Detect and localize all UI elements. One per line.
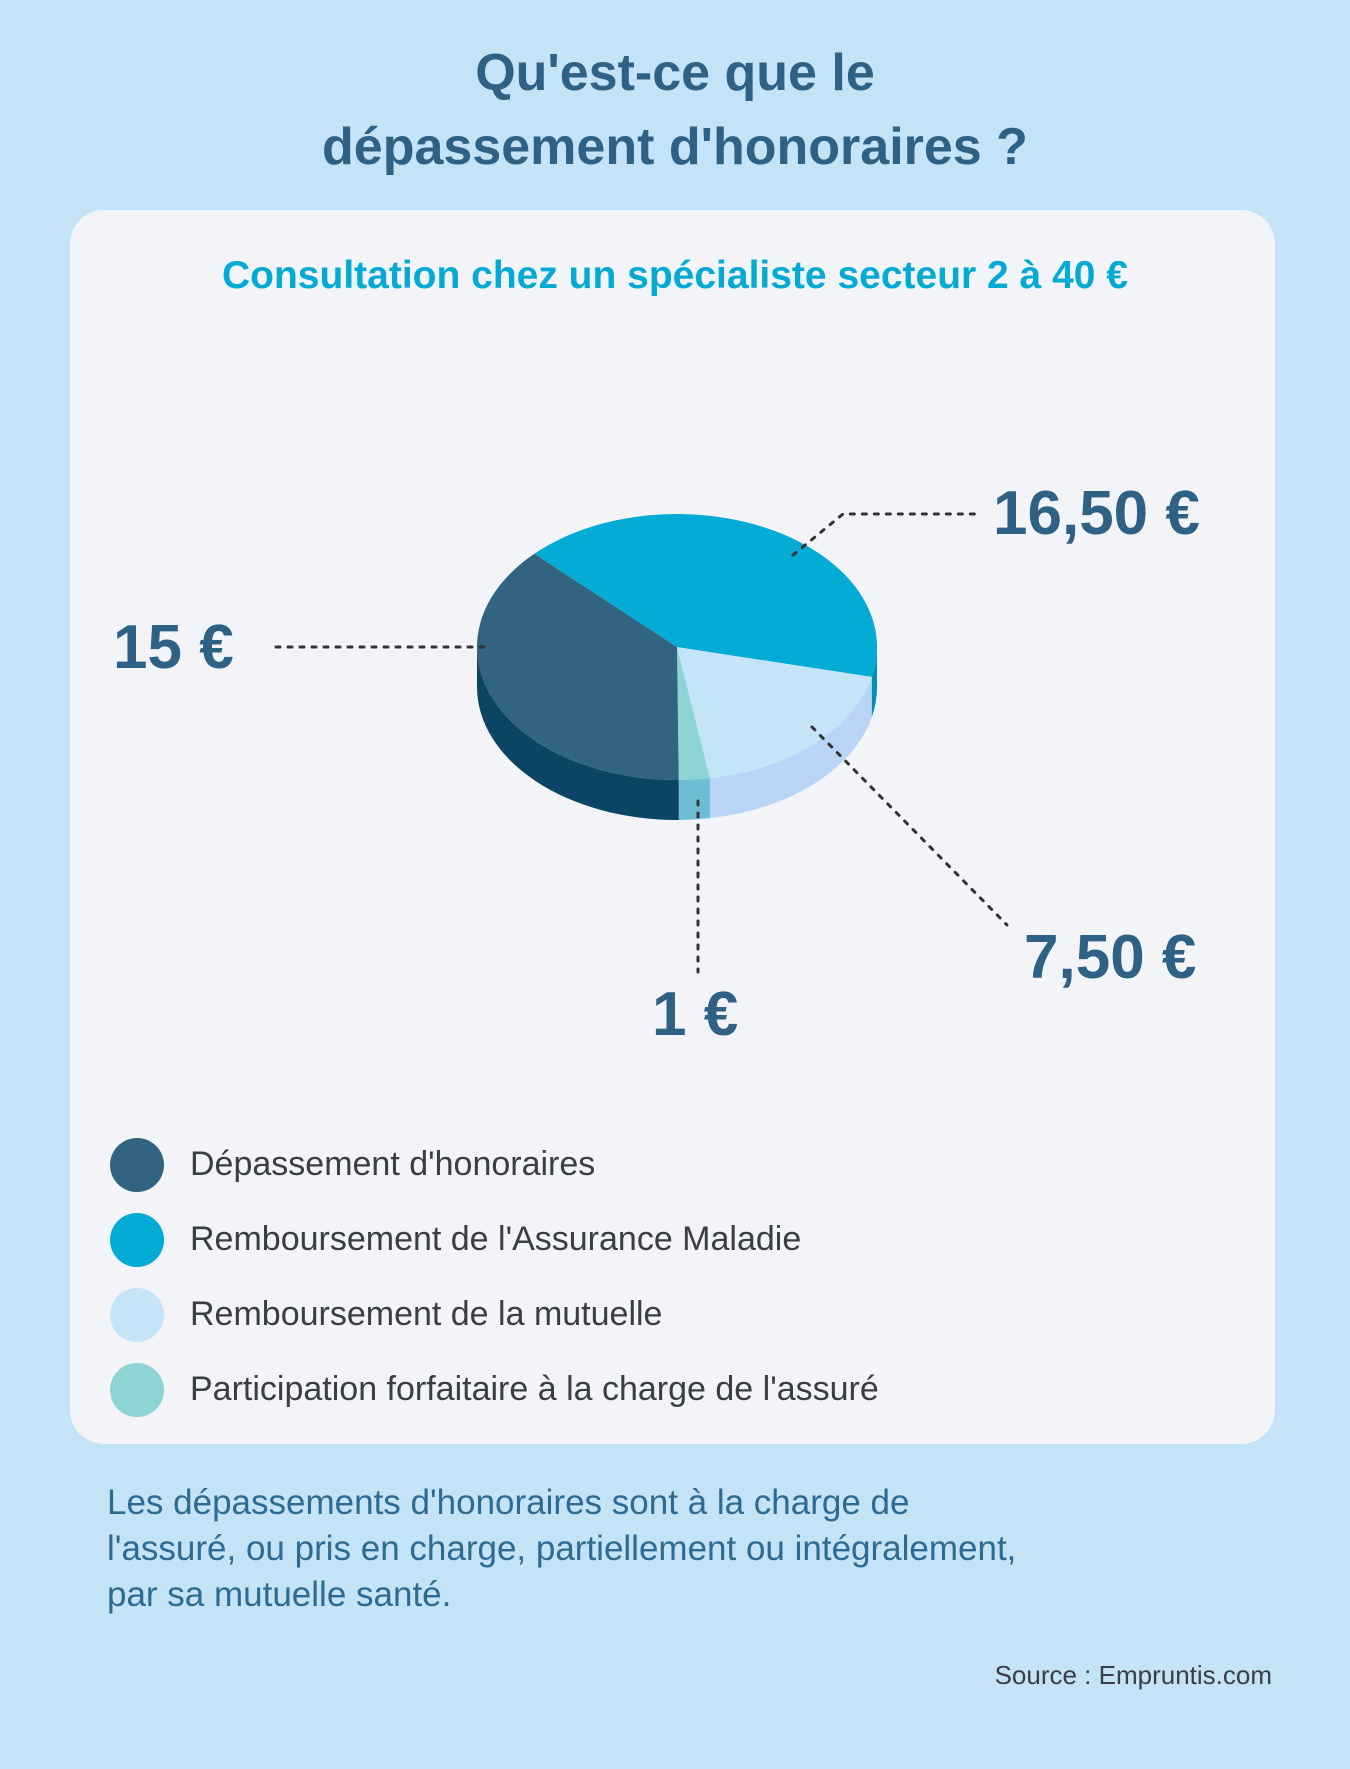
legend-item: Remboursement de l'Assurance Maladie [110,1202,879,1277]
legend-label: Participation forfaitaire à la charge de… [190,1370,879,1408]
legend-swatch [110,1212,164,1267]
label-depassement: 15 € [113,613,234,682]
label-participation: 1 € [652,980,739,1049]
legend-label: Dépassement d'honoraires [190,1145,596,1183]
title-line-1: Qu'est-ce que le [475,44,875,102]
pie-slice [534,514,878,677]
pie-side-slice [871,647,877,717]
legend-swatch [110,1362,164,1417]
legend-item: Dépassement d'honoraires [110,1127,879,1202]
legend-item: Participation forfaitaire à la charge de… [110,1352,879,1427]
legend-swatch [110,1137,164,1192]
legend-item: Remboursement de la mutuelle [110,1277,879,1352]
pie-chart [274,512,1009,974]
legend-label: Remboursement de la mutuelle [190,1295,663,1333]
footer-line: par sa mutuelle santé. [107,1575,452,1614]
pie-slice [677,647,872,779]
pie-side-slice [678,778,711,820]
footer-line: l'assuré, ou pris en charge, partielleme… [107,1529,1017,1568]
footer-line: Les dépassements d'honoraires sont à la … [107,1483,910,1522]
legend: Dépassement d'honoraires Remboursement d… [110,1127,879,1427]
pie-side-slice [710,676,872,819]
title-line-2: dépassement d'honoraires ? [322,118,1028,176]
leader-line [810,725,1009,927]
chart-card [70,210,1275,1444]
footer-note: Les dépassements d'honoraires sont à la … [107,1480,1257,1618]
leader-line [791,512,979,557]
source-credit: Source : Empruntis.com [994,1660,1272,1690]
label-assurance-maladie: 16,50 € [993,479,1200,548]
label-mutuelle: 7,50 € [1024,923,1197,992]
pie-slice [477,553,679,781]
page-title: Qu'est-ce que le dépassement d'honoraire… [0,36,1350,184]
chart-title: Consultation chez un spécialiste secteur… [222,254,1128,297]
legend-label: Remboursement de l'Assurance Maladie [190,1220,802,1258]
pie-slice [677,647,711,780]
pie-side-slice [477,647,679,820]
legend-swatch [110,1287,164,1342]
